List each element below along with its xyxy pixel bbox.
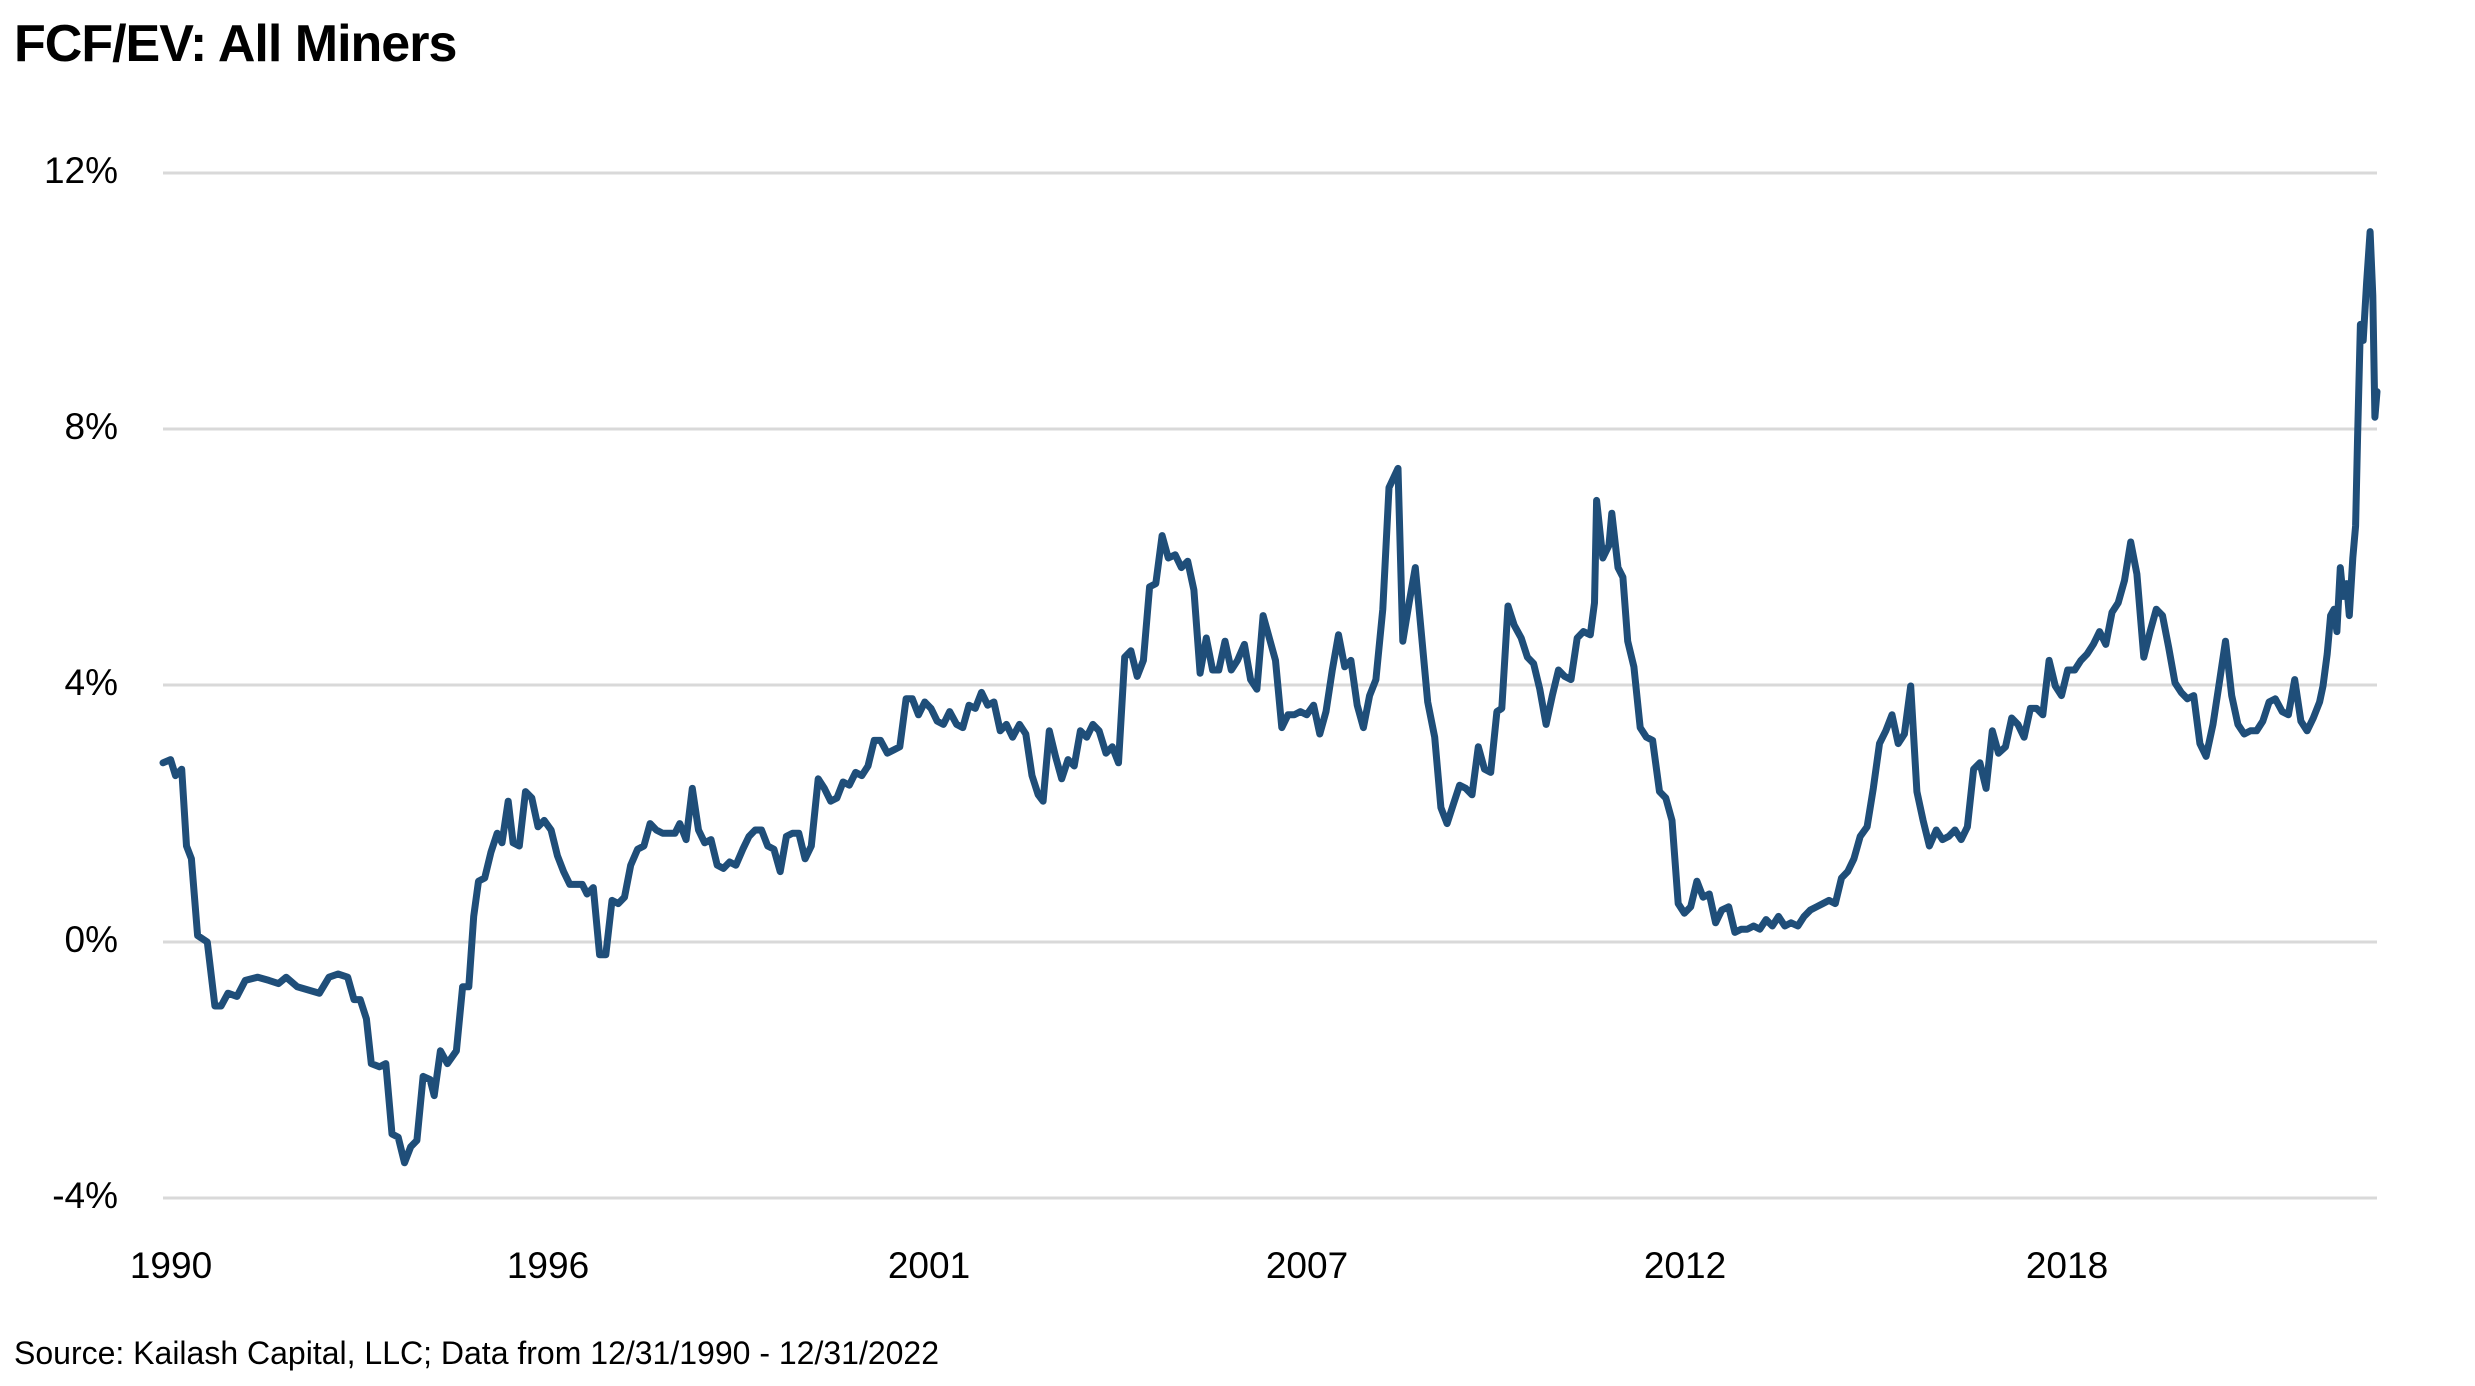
fcf-ev-line (159, 228, 2381, 1167)
x-tick-1996: 1996 (506, 1245, 590, 1286)
y-tick-8: 8% (64, 406, 118, 447)
source-note: Source: Kailash Capital, LLC; Data from … (14, 1335, 940, 1371)
x-tick-2012: 2012 (1643, 1245, 1727, 1286)
x-tick-2001: 2001 (887, 1245, 971, 1286)
y-tick-neg4: -4% (52, 1175, 118, 1216)
y-tick-0: 0% (64, 919, 118, 960)
gridlines (163, 171, 2377, 1200)
x-tick-1990: 1990 (129, 1245, 213, 1286)
x-tick-2007: 2007 (1265, 1245, 1349, 1286)
y-tick-12: 12% (43, 150, 118, 191)
y-tick-4: 4% (64, 662, 118, 703)
x-tick-2018: 2018 (2025, 1245, 2109, 1286)
chart-title: FCF/EV: All Miners (14, 15, 457, 73)
